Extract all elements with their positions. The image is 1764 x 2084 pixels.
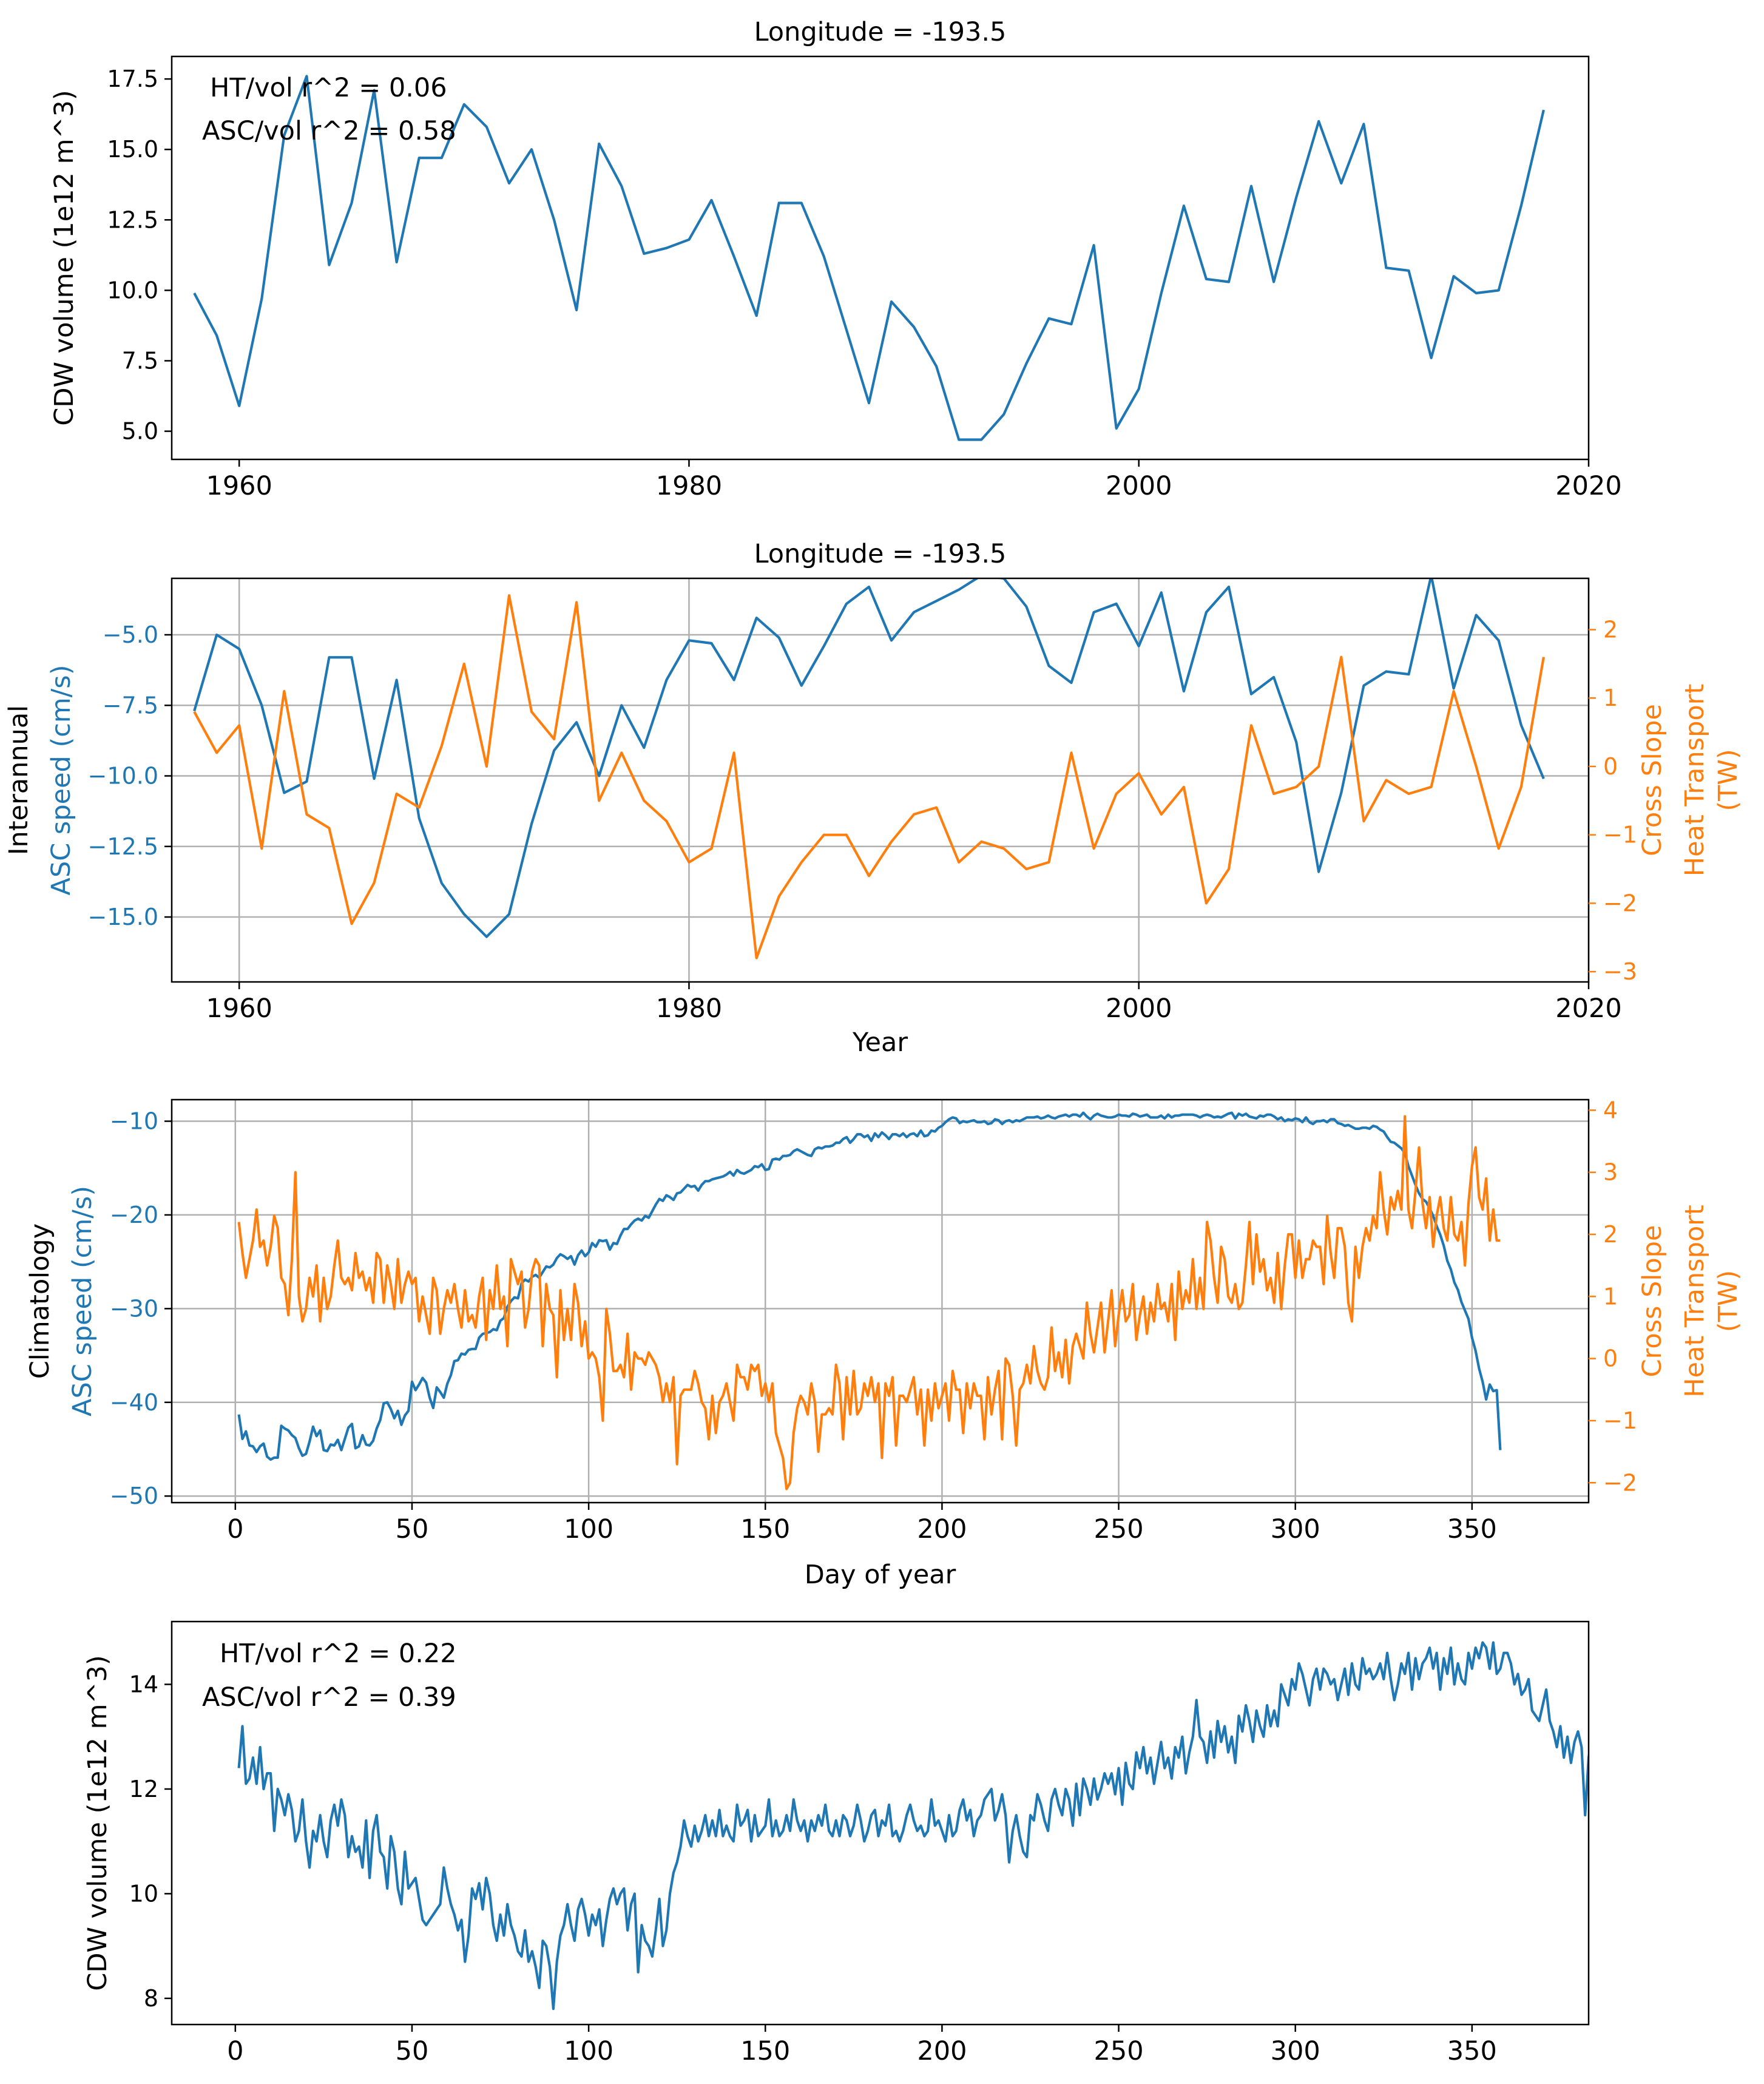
y2-tick-label: −2 [1603, 1469, 1637, 1496]
y-axis-label-line2: ASC speed (cm/s) [46, 665, 76, 896]
x-tick-label: 250 [1094, 1514, 1144, 1544]
axes-frame [171, 1098, 1590, 1504]
chart-title: Longitude = -193.5 [754, 539, 1007, 569]
series-line-cdw-volume [193, 75, 1545, 441]
chart-title: Longitude = -193.5 [754, 17, 1007, 47]
y-axis-label: CDW volume (1e12 m^3) [83, 1655, 113, 1991]
y2-axis-label-line2: Heat Transport [1680, 1205, 1710, 1397]
y2-axis-label-line1: Cross Slope [1637, 1225, 1668, 1378]
y2-tick-label: 0 [1603, 753, 1618, 780]
x-tick-label: 50 [396, 1514, 429, 1544]
y-tick-label: −7.5 [103, 692, 158, 719]
y2-tick-label: 2 [1603, 617, 1618, 643]
x-tick-label: 1960 [206, 993, 272, 1024]
x-tick-label: 2000 [1106, 471, 1172, 501]
y-tick-label: 15.0 [107, 136, 158, 163]
y-axis-label-line1: Interannual [4, 705, 34, 855]
x-tick-label: 350 [1447, 2036, 1497, 2066]
y-tick-label: −5.0 [103, 621, 158, 648]
y-tick-label: 10 [129, 1880, 158, 1907]
x-tick-label: 2020 [1555, 993, 1621, 1024]
chart-panel-1: 1960 1980 2000 2020 5.0 7.5 10.0 12.5 15.0 17.5 Lo… [49, 17, 1622, 501]
y-tick-label: 5.0 [122, 418, 158, 445]
y2-tick-label: 3 [1603, 1159, 1618, 1186]
x-axis-label: Day of year [805, 1560, 956, 1590]
y-tick-label: 14 [129, 1671, 158, 1697]
annotation-r2: ASC/vol r^2 = 0.58 [202, 116, 456, 146]
y-axis-label-line2: ASC speed (cm/s) [67, 1186, 98, 1416]
x-tick-label: 0 [227, 1514, 243, 1544]
x-tick-label: 1960 [206, 471, 272, 501]
series-line-cdw-volume [237, 1641, 1589, 2011]
y-tick-label: −50 [110, 1483, 158, 1509]
x-tick-label: 200 [917, 2036, 967, 2066]
y2-tick-label: 4 [1603, 1097, 1618, 1123]
x-tick-label: 150 [740, 2036, 790, 2066]
x-tick-label: 0 [227, 2036, 243, 2066]
x-tick-label: 350 [1447, 1514, 1497, 1544]
y2-axis-label-line3: (TW) [1713, 1270, 1743, 1332]
y2-tick-label: −1 [1603, 822, 1637, 848]
x-tick-label: 250 [1094, 2036, 1144, 2066]
y-axis-label: CDW volume (1e12 m^3) [49, 90, 79, 425]
series-line-asc-speed [193, 578, 1545, 938]
x-axis-label: Year [852, 1027, 908, 1058]
y-tick-label: 10.0 [107, 277, 158, 303]
axes-frame [171, 1620, 1590, 2026]
y-tick-label: 12.5 [107, 206, 158, 233]
chart-panel-3: 0 50 100 150 200 250 300 350−50−40−30−20−10−2−1… [25, 1097, 1743, 1590]
x-tick-label: 2020 [1555, 471, 1621, 501]
y-tick-label: 17.5 [107, 66, 158, 92]
axes-frame [171, 55, 1590, 461]
y2-axis-label-line2: Heat Transport [1680, 684, 1710, 876]
y-tick-label: −40 [110, 1389, 158, 1416]
series-line-heat-transport [193, 594, 1545, 959]
y2-axis-label-line3: (TW) [1713, 749, 1743, 811]
y-axis-label-line1: Climatology [25, 1223, 55, 1379]
x-tick-label: 50 [396, 2036, 429, 2066]
x-tick-label: 1980 [656, 471, 722, 501]
annotation-r2: HT/vol r^2 = 0.06 [210, 73, 447, 103]
y2-tick-label: 0 [1603, 1345, 1618, 1372]
axes-frame [171, 577, 1590, 983]
series-line-asc-speed [237, 1111, 1502, 1461]
chart-panel-4: 0 50 100 150 200 250 300 350 8 10 12 14 CDW volume (… [83, 1620, 1590, 2066]
x-tick-label: 100 [564, 2036, 613, 2066]
y-tick-label: −10 [110, 1108, 158, 1135]
y-tick-label: 8 [144, 1985, 158, 2012]
y-tick-label: −15.0 [88, 904, 158, 930]
y-tick-label: −30 [110, 1295, 158, 1322]
y2-tick-label: 1 [1603, 685, 1618, 711]
x-tick-label: 2000 [1106, 993, 1172, 1024]
y-tick-label: 12 [129, 1776, 158, 1802]
series-line-heat-transport [237, 1115, 1501, 1490]
y-tick-label: 7.5 [122, 347, 158, 374]
chart-panel-2: 1960 1980 2000 2020 −15.0 −12.5 −10.0 −7.5 −5.0 −… [4, 539, 1743, 1058]
y-tick-label: −20 [110, 1202, 158, 1228]
y-tick-label: −10.0 [88, 763, 158, 790]
annotation-r2: ASC/vol r^2 = 0.39 [202, 1682, 456, 1713]
y2-axis-label-line1: Cross Slope [1637, 704, 1668, 856]
y2-tick-label: −1 [1603, 1407, 1637, 1434]
x-tick-label: 300 [1271, 2036, 1320, 2066]
x-tick-label: 200 [917, 1514, 967, 1544]
y2-tick-label: 1 [1603, 1283, 1618, 1310]
x-tick-label: 150 [740, 1514, 790, 1544]
x-tick-label: 1980 [656, 993, 722, 1024]
x-tick-label: 100 [564, 1514, 613, 1544]
x-tick-label: 300 [1271, 1514, 1320, 1544]
y2-tick-label: −3 [1603, 958, 1637, 985]
y2-tick-label: −2 [1603, 890, 1637, 916]
y2-tick-label: 2 [1603, 1221, 1618, 1248]
y-tick-label: −12.5 [88, 833, 158, 860]
annotation-r2: HT/vol r^2 = 0.22 [220, 1639, 457, 1669]
